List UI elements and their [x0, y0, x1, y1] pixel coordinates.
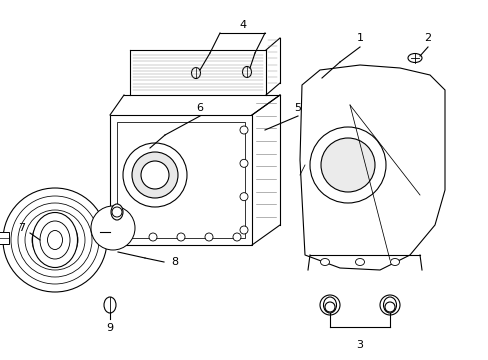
Circle shape: [325, 302, 334, 312]
Ellipse shape: [104, 297, 116, 313]
Circle shape: [309, 127, 385, 203]
Circle shape: [204, 233, 213, 241]
Text: 6: 6: [196, 103, 203, 113]
Ellipse shape: [111, 204, 123, 220]
Ellipse shape: [32, 212, 77, 267]
Text: 2: 2: [424, 33, 431, 43]
Circle shape: [141, 161, 169, 189]
Circle shape: [240, 126, 247, 134]
Text: 1: 1: [356, 33, 363, 43]
Circle shape: [112, 207, 122, 217]
Circle shape: [319, 295, 339, 315]
Text: 4: 4: [239, 20, 246, 30]
Circle shape: [384, 302, 394, 312]
Ellipse shape: [191, 68, 200, 78]
Ellipse shape: [47, 230, 62, 249]
Ellipse shape: [383, 297, 396, 313]
Circle shape: [121, 233, 129, 241]
Circle shape: [3, 188, 107, 292]
Circle shape: [240, 226, 247, 234]
Ellipse shape: [320, 258, 329, 266]
Ellipse shape: [323, 297, 336, 313]
Circle shape: [132, 152, 178, 198]
Circle shape: [240, 159, 247, 167]
Circle shape: [177, 233, 184, 241]
Circle shape: [18, 203, 92, 277]
Circle shape: [149, 233, 157, 241]
Bar: [117, 122, 244, 238]
Ellipse shape: [40, 221, 70, 259]
Ellipse shape: [390, 258, 399, 266]
Ellipse shape: [355, 258, 364, 266]
Text: 8: 8: [171, 257, 178, 267]
Circle shape: [32, 217, 78, 263]
Circle shape: [379, 295, 399, 315]
Circle shape: [11, 196, 99, 284]
Ellipse shape: [407, 54, 421, 63]
Ellipse shape: [98, 211, 128, 246]
Text: 5: 5: [294, 103, 301, 113]
Text: 7: 7: [19, 223, 25, 233]
Polygon shape: [299, 65, 444, 270]
Bar: [0, 232, 9, 244]
Text: 3: 3: [356, 340, 363, 350]
Circle shape: [320, 138, 374, 192]
Circle shape: [91, 206, 135, 250]
Circle shape: [123, 143, 186, 207]
Circle shape: [232, 233, 241, 241]
Ellipse shape: [242, 67, 251, 77]
Bar: [110, 115, 251, 245]
Circle shape: [25, 210, 85, 270]
Circle shape: [240, 193, 247, 201]
Text: 9: 9: [106, 323, 113, 333]
